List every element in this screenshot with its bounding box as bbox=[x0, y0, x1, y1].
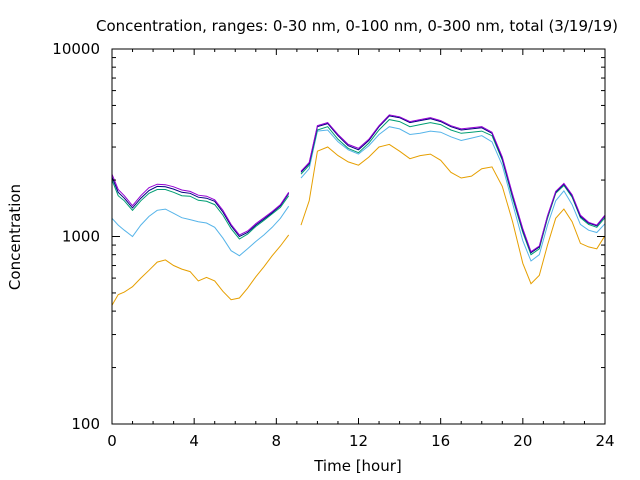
x-tick-label: 20 bbox=[513, 432, 532, 450]
y-tick-label: 1000 bbox=[62, 228, 100, 246]
y-tick-label: 10000 bbox=[52, 40, 100, 58]
tick-layer: 0 4 8 12 16 20 24 100 1000 10000 bbox=[52, 40, 614, 450]
chart-title: Concentration, ranges: 0-30 nm, 0-100 nm… bbox=[96, 17, 618, 35]
y-tick-label: 100 bbox=[71, 415, 100, 433]
series-line-1 bbox=[111, 143, 606, 306]
series-line-4 bbox=[111, 115, 606, 254]
series-layer bbox=[111, 114, 606, 306]
x-tick-label: 4 bbox=[189, 432, 199, 450]
x-tick-label: 16 bbox=[431, 432, 450, 450]
series-line-2 bbox=[111, 126, 606, 262]
x-tick-label: 8 bbox=[272, 432, 282, 450]
x-tick-label: 24 bbox=[595, 432, 614, 450]
series-line-3 bbox=[111, 119, 606, 256]
x-tick-label: 0 bbox=[107, 432, 117, 450]
plot-frame bbox=[111, 48, 606, 425]
x-axis-label: Time [hour] bbox=[313, 457, 402, 475]
x-tick-label: 12 bbox=[349, 432, 368, 450]
series-line-5 bbox=[111, 114, 606, 253]
y-axis-label: Concentration bbox=[6, 184, 24, 290]
